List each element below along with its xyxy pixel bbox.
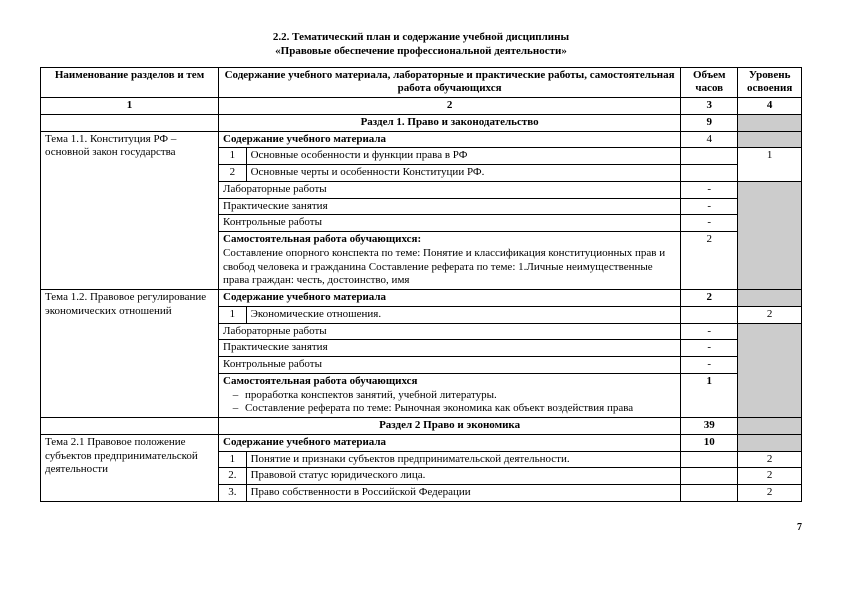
- t11-prac-label: Практические занятия: [219, 198, 681, 215]
- t11-r2-t: Основные черты и особенности Конституции…: [246, 165, 681, 182]
- title-line-1: 2.2. Тематический план и содержание учеб…: [40, 30, 802, 44]
- t12-prac-label: Практические занятия: [219, 340, 681, 357]
- t11-content-row: Тема 1.1. Конституция РФ – основной зако…: [41, 131, 802, 148]
- t21-r3-t: Право собственности в Российской Федерац…: [246, 485, 681, 502]
- hdr-col2: Содержание учебного материала, лаборатор…: [219, 67, 681, 98]
- hdr-col3: Объем часов: [681, 67, 738, 98]
- section-2-row: Раздел 2 Право и экономика 39: [41, 418, 802, 435]
- curriculum-table: Наименование разделов и тем Содержание у…: [40, 67, 802, 502]
- t11-self-h: 2: [681, 232, 738, 290]
- t12-content-hours: 2: [681, 290, 738, 307]
- t12-lab-h: -: [681, 323, 738, 340]
- document-title: 2.2. Тематический план и содержание учеб…: [40, 30, 802, 59]
- t12-ctrl-label: Контрольные работы: [219, 357, 681, 374]
- t21-content-label: Содержание учебного материала: [219, 434, 681, 451]
- t11-r2-n: 2: [219, 165, 247, 182]
- t21-name: Тема 2.1 Правовое положение субъектов пр…: [41, 434, 219, 501]
- t21-r1-lvl: 2: [738, 451, 802, 468]
- t21-content-hours: 10: [681, 434, 738, 451]
- num-1: 1: [41, 98, 219, 115]
- t21-content-row: Тема 2.1 Правовое положение субъектов пр…: [41, 434, 802, 451]
- t12-self-b2: Составление реферата по теме: Рыночная э…: [241, 402, 676, 416]
- t12-r1-t: Экономические отношения.: [246, 306, 681, 323]
- num-2: 2: [219, 98, 681, 115]
- t12-prac-h: -: [681, 340, 738, 357]
- t11-self-label: Самостоятельная работа обучающихся:: [223, 233, 421, 245]
- t11-ctrl-label: Контрольные работы: [219, 215, 681, 232]
- t12-name: Тема 1.2. Правовое регулирование экономи…: [41, 290, 219, 418]
- t12-self-h: 1: [681, 373, 738, 417]
- t12-self-label: Самостоятельная работа обучающихся: [223, 375, 417, 387]
- t21-r3-lvl: 2: [738, 485, 802, 502]
- t12-r1-n: 1: [219, 306, 247, 323]
- t21-r2-t: Правовой статус юридического лица.: [246, 468, 681, 485]
- hdr-col1: Наименование разделов и тем: [41, 67, 219, 98]
- t12-content-row: Тема 1.2. Правовое регулирование экономи…: [41, 290, 802, 307]
- header-row: Наименование разделов и тем Содержание у…: [41, 67, 802, 98]
- t11-name: Тема 1.1. Конституция РФ – основной зако…: [41, 131, 219, 290]
- num-3: 3: [681, 98, 738, 115]
- number-row: 1 2 3 4: [41, 98, 802, 115]
- t12-level: 2: [738, 306, 802, 323]
- t21-r2-lvl: 2: [738, 468, 802, 485]
- t21-r1-n: 1: [219, 451, 247, 468]
- t11-lab-h: -: [681, 181, 738, 198]
- t21-r2-n: 2.: [219, 468, 247, 485]
- t11-level: 1: [738, 148, 802, 182]
- section-1-row: Раздел 1. Право и законодательство 9: [41, 114, 802, 131]
- t11-content-label: Содержание учебного материала: [219, 131, 681, 148]
- title-line-2: «Правовые обеспечение профессиональной д…: [40, 44, 802, 58]
- t11-content-hours: 4: [681, 131, 738, 148]
- num-4: 4: [738, 98, 802, 115]
- section-1-title: Раздел 1. Право и законодательство: [219, 114, 681, 131]
- t12-self-b1: проработка конспектов занятий, учебной л…: [241, 389, 676, 403]
- t11-ctrl-h: -: [681, 215, 738, 232]
- section-2-hours: 39: [681, 418, 738, 435]
- section-2-title: Раздел 2 Право и экономика: [219, 418, 681, 435]
- t12-content-label: Содержание учебного материала: [219, 290, 681, 307]
- t21-r1-t: Понятие и признаки субъектов предпринима…: [246, 451, 681, 468]
- t12-ctrl-h: -: [681, 357, 738, 374]
- t11-r1-n: 1: [219, 148, 247, 165]
- hdr-col4: Уровень освоения: [738, 67, 802, 98]
- t11-r1-t: Основные особенности и функции права в Р…: [246, 148, 681, 165]
- t11-self-text: Составление опорного конспекта по теме: …: [223, 247, 665, 287]
- section-1-hours: 9: [681, 114, 738, 131]
- t11-prac-h: -: [681, 198, 738, 215]
- t11-lab-label: Лабораторные работы: [219, 181, 681, 198]
- page-number: 7: [40, 522, 802, 533]
- t12-lab-label: Лабораторные работы: [219, 323, 681, 340]
- t21-r3-n: 3.: [219, 485, 247, 502]
